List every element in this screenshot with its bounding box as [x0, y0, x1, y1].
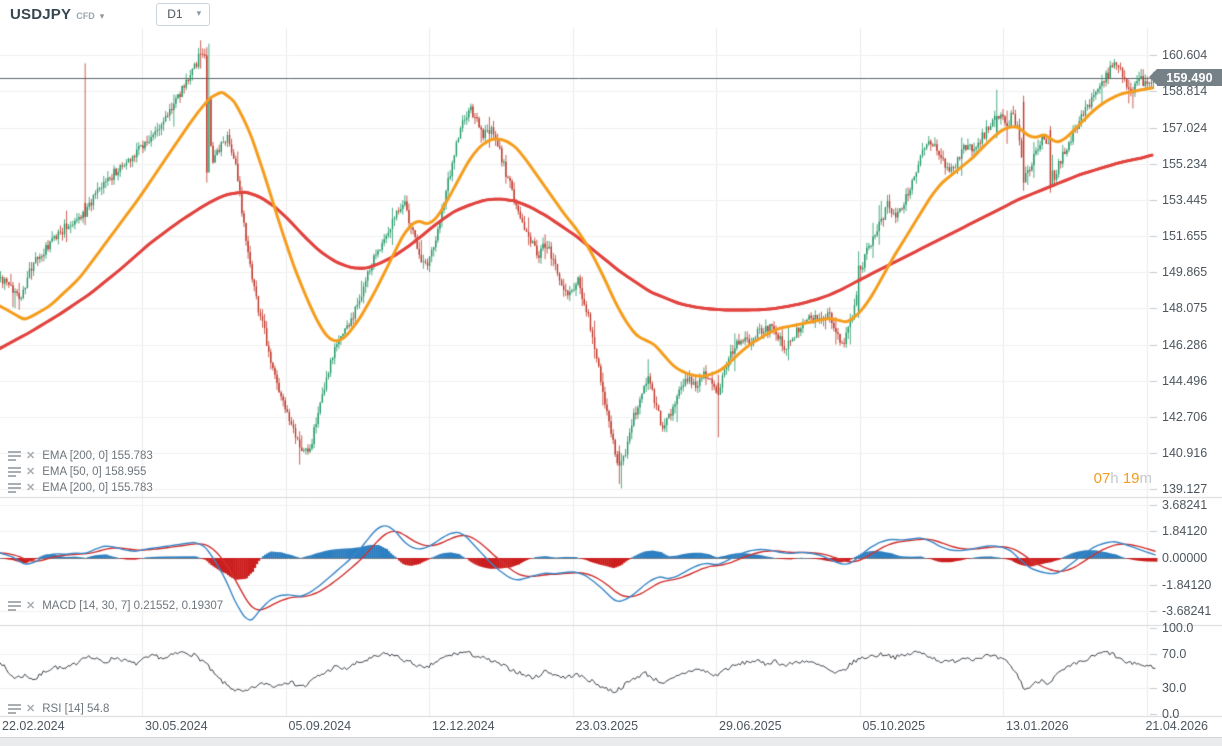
indicator-close-icon[interactable]: ✕: [26, 703, 36, 715]
date-tick-label: 23.03.2025: [575, 719, 639, 733]
macd-tick-label: 0.00000: [1162, 551, 1208, 565]
chart-header: USDJPY CFD ▾ D1 ▾: [0, 0, 1157, 28]
indicator-settings-icon[interactable]: [8, 466, 21, 478]
macd-tick-label: 3.68241: [1162, 497, 1208, 512]
indicator-label: EMA [50, 0] 158.955: [42, 466, 147, 478]
price-tick-label: 160.604: [1162, 48, 1208, 63]
price-tick-label: 142.706: [1162, 410, 1208, 425]
rsi-tick-label: 100.0: [1162, 621, 1194, 635]
macd-tick-label: 1.84120: [1162, 524, 1208, 539]
date-tick-label: 21.04.2026: [1145, 719, 1208, 733]
date-tick-label: 29.06.2025: [719, 719, 782, 733]
date-tick-label: 05.10.2025: [862, 719, 926, 733]
rsi-tick-label: 30.0: [1162, 681, 1187, 696]
date-tick-label: 22.02.2024: [2, 719, 65, 733]
indicator-label: RSI [14] 54.8: [42, 703, 110, 715]
date-tick-label: 12.12.2024: [432, 719, 495, 733]
indicator-close-icon[interactable]: ✕: [26, 450, 36, 462]
price-tick-label: 139.127: [1162, 482, 1208, 497]
indicator-close-icon[interactable]: ✕: [26, 482, 36, 494]
indicator-legend-ema-200-a: ✕ EMA [200, 0] 155.783: [8, 450, 153, 462]
indicator-legend-macd: ✕ MACD [14, 30, 7] 0.21552, 0.19307: [8, 600, 223, 612]
current-price-badge: 159.490: [1149, 69, 1222, 87]
indicator-label: EMA [200, 0] 155.783: [42, 482, 153, 494]
price-tick-label: 140.916: [1162, 446, 1208, 461]
indicator-legend-rsi: ✕ RSI [14] 54.8: [8, 703, 109, 715]
macd-tick-label: -3.68241: [1162, 604, 1212, 619]
candle-countdown-timer: 07h 19m: [1093, 470, 1152, 487]
indicator-legend-ema-200-b: ✕ EMA [200, 0] 155.783: [8, 482, 153, 494]
macd-tick-label: -1.84120: [1162, 577, 1212, 592]
indicator-settings-icon[interactable]: [8, 600, 21, 612]
timeframe-selector[interactable]: D1 ▾: [156, 2, 211, 26]
symbol-selector[interactable]: USDJPY CFD ▾: [10, 6, 104, 23]
date-tick-label: 30.05.2024: [145, 719, 208, 733]
rsi-tick-label: 70.0: [1162, 646, 1187, 661]
chevron-down-icon: ▾: [196, 8, 202, 18]
rsi-tick-label: 0.0: [1162, 707, 1180, 721]
symbol-label: USDJPY: [10, 5, 72, 23]
price-tick-label: 157.024: [1162, 120, 1208, 135]
timer-minutes: 19: [1122, 470, 1140, 487]
price-tick-label: 146.286: [1162, 337, 1208, 352]
indicator-settings-icon[interactable]: [8, 450, 21, 462]
chevron-down-icon: ▾: [99, 10, 105, 21]
indicator-label: EMA [200, 0] 155.783: [42, 450, 153, 462]
timeframe-label: D1: [167, 6, 183, 21]
indicator-close-icon[interactable]: ✕: [26, 600, 36, 612]
date-tick-label: 13.01.2026: [1006, 719, 1069, 733]
date-tick-label: 05.09.2024: [288, 719, 352, 733]
price-tick-label: 149.865: [1162, 265, 1208, 280]
indicator-settings-icon[interactable]: [8, 703, 21, 715]
indicator-close-icon[interactable]: ✕: [26, 466, 36, 478]
indicator-label: MACD [14, 30, 7] 0.21552, 0.19307: [42, 600, 224, 612]
price-tick-label: 144.496: [1162, 373, 1208, 388]
price-tick-label: 155.234: [1162, 156, 1208, 171]
price-tick-label: 158.814: [1162, 84, 1208, 99]
horizontal-scrollbar[interactable]: [0, 737, 1222, 746]
timer-hours: 07: [1093, 470, 1111, 487]
instrument-type-label: CFD: [76, 10, 95, 21]
price-tick-label: 151.655: [1162, 229, 1208, 244]
indicator-legend-ema-50: ✕ EMA [50, 0] 158.955: [8, 466, 146, 478]
indicator-settings-icon[interactable]: [8, 482, 21, 494]
current-price-label: 159.490: [1166, 70, 1213, 85]
price-tick-label: 153.445: [1162, 192, 1208, 207]
price-tick-label: 148.075: [1162, 301, 1208, 316]
